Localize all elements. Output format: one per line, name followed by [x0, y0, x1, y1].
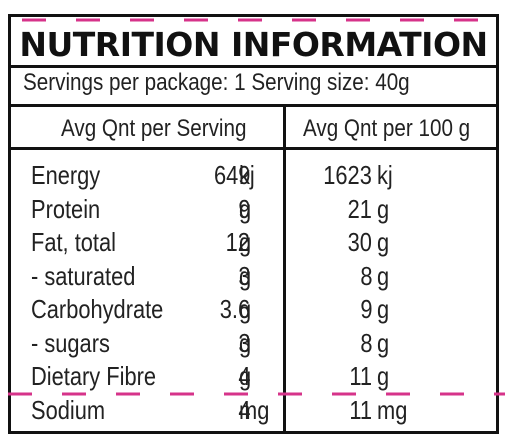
nutrient-row-carbohydrate: Carbohydrate 3.6 g 9 g	[11, 293, 496, 327]
serving-value: 9	[237, 193, 250, 224]
serving-value: 649	[213, 160, 250, 190]
per100-value: 30	[347, 227, 372, 257]
header-per-100g: Avg Qnt per 100 g	[303, 115, 471, 142]
serving-value: 4	[237, 394, 250, 425]
serving-unit: mg	[239, 394, 270, 425]
nutrient-row-fat-total: Fat, total 12 g 30 g	[11, 226, 496, 260]
serving-unit: g	[239, 327, 252, 358]
per100-unit: g	[377, 260, 390, 291]
nutrient-row-saturated: - saturated 3 g 8 g	[11, 260, 496, 294]
serving-unit: g	[239, 361, 252, 391]
per100-value: 11	[349, 361, 372, 391]
per100-value: 1623	[323, 160, 372, 190]
nutrient-row-dietary-fibre: Dietary Fibre 4 g 11 g	[11, 360, 496, 394]
nutrient-row-sodium: Sodium 4 mg 11 mg	[11, 394, 496, 428]
per100-value: 8	[359, 327, 372, 358]
serving-value: 4	[237, 361, 250, 391]
per100-unit: g	[377, 327, 390, 358]
nutrient-name: Sodium	[31, 394, 106, 425]
per100-value: 21	[347, 193, 372, 224]
serving-unit: g	[239, 260, 252, 291]
serving-unit: g	[239, 193, 252, 224]
nutrient-row-sugars: - sugars 3 g 8 g	[11, 327, 496, 361]
nutrient-name: - saturated	[31, 260, 136, 291]
divider-header	[11, 147, 496, 150]
nutrient-rows: Energy 649 kj 1623 kj Protein 9 g 21 g F…	[11, 159, 496, 427]
per100-unit: g	[377, 193, 390, 224]
serving-unit: g	[239, 294, 252, 324]
nutrition-panel: NUTRITION INFORMATION Servings per packa…	[8, 14, 499, 434]
nutrient-name: - sugars	[31, 327, 110, 358]
header-per-serving: Avg Qnt per Serving	[61, 115, 247, 142]
nutrient-name: Fat, total	[31, 227, 116, 257]
serving-unit: g	[239, 227, 252, 257]
panel-title: NUTRITION INFORMATION	[19, 25, 488, 64]
serving-value: 3	[237, 260, 250, 291]
nutrient-name: Dietary Fibre	[31, 361, 157, 391]
divider-servings	[11, 104, 496, 107]
nutrient-row-energy: Energy 649 kj 1623 kj	[11, 159, 496, 193]
serving-value: 12	[225, 227, 250, 257]
serving-value: 3	[237, 327, 250, 358]
divider-title	[11, 65, 496, 68]
per100-value: 11	[349, 394, 372, 425]
per100-unit: mg	[377, 394, 408, 425]
serving-unit: kj	[239, 160, 255, 190]
column-divider	[283, 107, 286, 431]
per100-unit: kj	[377, 160, 393, 190]
servings-line: Servings per package: 1 Serving size: 40…	[23, 69, 410, 96]
per100-unit: g	[377, 294, 390, 324]
per100-value: 9	[359, 294, 372, 324]
nutrient-row-protein: Protein 9 g 21 g	[11, 193, 496, 227]
nutrient-name: Carbohydrate	[31, 294, 164, 324]
serving-value: 3.6	[219, 294, 250, 324]
nutrient-name: Protein	[31, 193, 101, 224]
per100-unit: g	[377, 361, 390, 391]
per100-value: 8	[359, 260, 372, 291]
per100-unit: g	[377, 227, 390, 257]
nutrient-name: Energy	[31, 160, 101, 190]
